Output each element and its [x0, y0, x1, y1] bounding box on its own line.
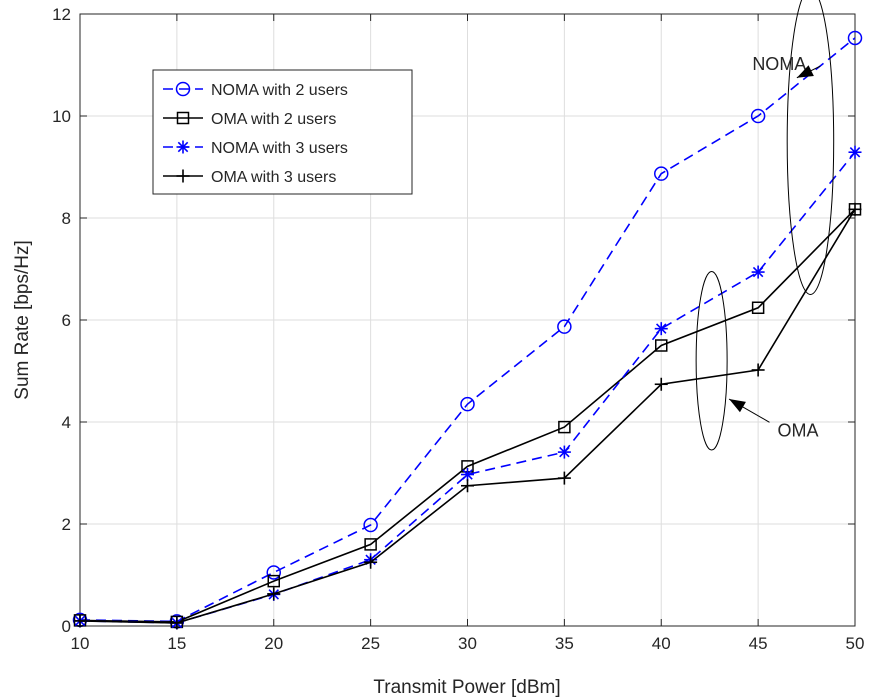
x-tick-label: 45: [749, 634, 768, 653]
data-point-plus: [461, 479, 474, 493]
axis-ticks: 10 15 20 25 30 35 40 45 50 0 2 4 6 8 10 12: [52, 5, 864, 653]
data-point-asterisk: [848, 145, 862, 159]
data-point-asterisk: [751, 265, 765, 279]
legend-item: OMA with 3 users: [163, 169, 336, 186]
x-tick-label: 35: [555, 634, 574, 653]
y-tick-label: 4: [62, 413, 71, 432]
y-tick-label: 12: [52, 5, 71, 24]
data-point-circle: [460, 396, 475, 412]
y-axis-label: Sum Rate [bps/Hz]: [12, 240, 33, 399]
annotations: NOMA OMA: [695, 0, 835, 451]
annotation-ellipse: [695, 271, 728, 451]
legend-item: NOMA with 2 users: [163, 81, 348, 99]
annotation-label: NOMA: [752, 54, 806, 74]
x-tick-label: 40: [652, 634, 671, 653]
x-axis-label: Transmit Power [dBm]: [373, 677, 560, 698]
y-tick-label: 0: [62, 617, 71, 636]
data-point-plus: [267, 587, 281, 601]
data-point-square: [176, 111, 190, 125]
y-tick-label: 6: [62, 311, 71, 330]
legend-label: OMA with 2 users: [211, 111, 336, 128]
x-tick-label: 15: [167, 634, 186, 653]
y-tick-label: 10: [52, 107, 71, 126]
data-point-square: [751, 301, 765, 315]
annotation-arrow: [728, 398, 770, 423]
data-point-square: [558, 420, 571, 434]
data-point-square: [364, 538, 377, 551]
y-tick-label: 8: [62, 209, 71, 228]
data-point-circle: [557, 319, 572, 334]
legend-label: NOMA with 2 users: [211, 82, 348, 99]
data-point-asterisk: [654, 322, 668, 336]
data-point-plus: [654, 377, 668, 391]
data-point-circle: [363, 517, 378, 533]
x-tick-label: 25: [361, 634, 380, 653]
legend-label: OMA with 3 users: [211, 169, 336, 186]
x-tick-label: 30: [458, 634, 477, 653]
data-point-plus: [176, 169, 190, 183]
x-tick-label: 10: [71, 634, 90, 653]
legend-label: NOMA with 3 users: [211, 140, 348, 157]
data-point-circle: [654, 166, 669, 181]
series-line: [79, 37, 856, 623]
data-point-plus: [557, 471, 571, 485]
legend-item: NOMA with 3 users: [163, 140, 348, 157]
annotation-ellipse: [786, 0, 835, 295]
data-point-asterisk: [176, 140, 190, 154]
x-tick-label: 20: [264, 634, 283, 653]
legend-box: [152, 69, 413, 195]
annotation-label: OMA: [778, 420, 819, 440]
data-point-asterisk: [461, 468, 474, 482]
data-point-square: [267, 574, 280, 588]
data-point-circle: [750, 108, 766, 124]
data-point-circle: [175, 81, 191, 97]
data-point-plus: [751, 363, 765, 377]
data-point-circle: [847, 30, 863, 46]
x-tick-label: 50: [846, 634, 865, 653]
legend: NOMA with 2 users OMA with 2 users NOMA wi…: [152, 69, 413, 195]
annotation-noma: NOMA: [752, 0, 835, 295]
data-point-asterisk: [557, 445, 571, 459]
series-oma-with-3-users: [73, 202, 862, 630]
data-point-plus: [364, 555, 378, 569]
annotation-arrow: [796, 65, 821, 79]
data-point-plus: [73, 614, 87, 628]
legend-item: OMA with 2 users: [163, 111, 336, 128]
annotation-oma: OMA: [695, 271, 819, 451]
data-point-plus: [848, 202, 862, 216]
data-point-plus: [170, 616, 184, 630]
data-point-circle: [266, 565, 281, 580]
y-tick-label: 2: [62, 515, 71, 534]
data-point-square: [655, 339, 668, 352]
